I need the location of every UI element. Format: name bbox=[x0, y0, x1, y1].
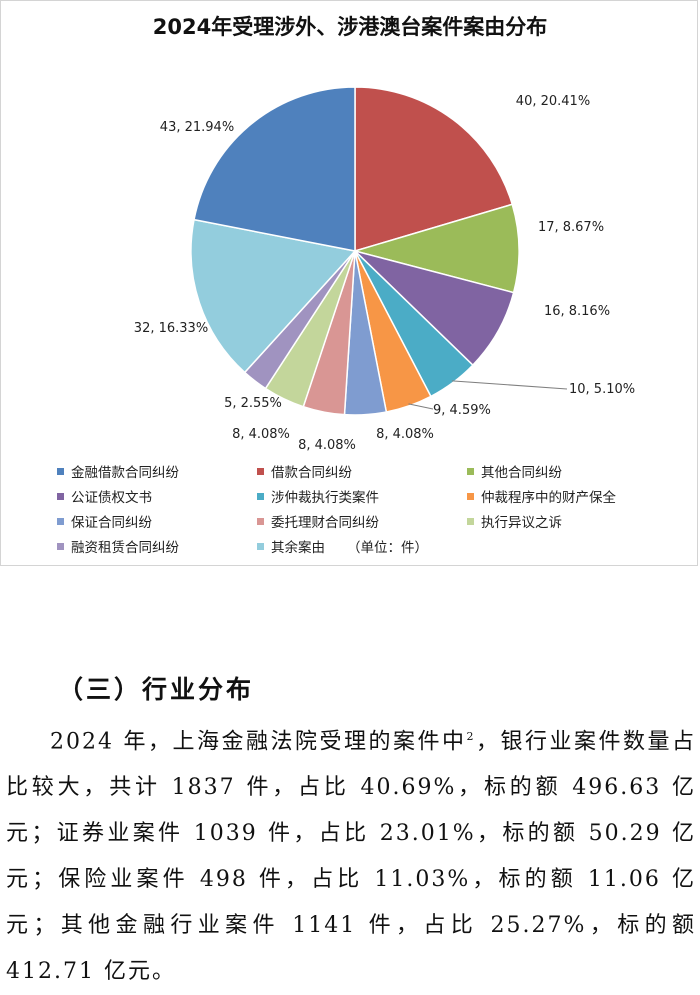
legend-swatch bbox=[467, 517, 474, 525]
legend-swatch bbox=[57, 517, 64, 525]
slice-data-label: 10, 5.10% bbox=[569, 382, 635, 397]
legend-item: 保证合同纠纷 bbox=[57, 511, 257, 531]
slice-data-label: 8, 4.08% bbox=[232, 427, 290, 442]
legend-label: 涉仲裁执行类案件 bbox=[271, 490, 379, 506]
paragraph-part-2: ，银行业案件数量占比较大，共计 1837 件，占比 40.69%，标的额 496… bbox=[6, 729, 696, 985]
legend-item: 借款合同纠纷 bbox=[257, 461, 467, 481]
slice-data-label: 16, 8.16% bbox=[544, 304, 610, 319]
pie-slice bbox=[354, 86, 514, 253]
slice-data-label: 9, 4.59% bbox=[433, 403, 491, 418]
legend-label: 公证债权文书 bbox=[71, 490, 152, 506]
leader-line bbox=[451, 380, 568, 390]
chart-legend: 金融借款合同纠纷 借款合同纠纷 其他合同纠纷公证债权文书 涉仲裁执行类案件 仲裁程序中的… bbox=[57, 461, 677, 556]
legend-item: 委托理财合同纠纷 bbox=[257, 511, 467, 531]
legend-label: 委托理财合同纠纷 bbox=[271, 515, 379, 531]
slice-data-label: 40, 20.41% bbox=[516, 94, 590, 109]
chart-panel: 2024年受理涉外、涉港澳台案件案由分布 40, 20.41% 17, 8.67%… bbox=[0, 0, 698, 566]
legend-swatch bbox=[257, 492, 264, 500]
pie-slice bbox=[190, 218, 357, 374]
slice-data-label: 17, 8.67% bbox=[538, 220, 604, 235]
legend-label: 仲裁程序中的财产保全 bbox=[481, 490, 616, 506]
paragraph-part-1: 2024 年，上海金融法院受理的案件中 bbox=[50, 729, 467, 755]
legend-swatch bbox=[467, 492, 474, 500]
legend-item: 其余案由 （单位：件） bbox=[257, 536, 467, 556]
pie-slice bbox=[352, 203, 520, 294]
legend-item: 仲裁程序中的财产保全 bbox=[467, 486, 677, 506]
legend-item: 融资租赁合同纠纷 bbox=[57, 536, 257, 556]
legend-label: 执行异议之诉 bbox=[481, 515, 562, 531]
pie-slice bbox=[193, 86, 356, 252]
slice-data-label: 8, 4.08% bbox=[298, 438, 356, 453]
legend-swatch bbox=[257, 542, 264, 550]
footnote-marker: 2 bbox=[466, 730, 476, 743]
legend-label: 金融借款合同纠纷 bbox=[71, 465, 179, 481]
pie-chart: 40, 20.41% 17, 8.67% 16, 8.16% 10, 5.10% 9, … bbox=[134, 86, 635, 453]
legend-label: 借款合同纠纷 bbox=[271, 465, 352, 481]
legend-label: 其他合同纠纷 bbox=[481, 465, 562, 481]
legend-item: 公证债权文书 bbox=[57, 486, 257, 506]
legend-label: 融资租赁合同纠纷 bbox=[71, 540, 179, 556]
leader-line bbox=[408, 403, 434, 410]
slice-data-label: 8, 4.08% bbox=[376, 427, 434, 442]
legend-item: 金融借款合同纠纷 bbox=[57, 461, 257, 481]
slice-data-label: 32, 16.33% bbox=[134, 321, 208, 336]
legend-swatch bbox=[57, 492, 64, 500]
legend-swatch bbox=[257, 467, 264, 475]
chart-title: 2024年受理涉外、涉港澳台案件案由分布 bbox=[152, 15, 548, 39]
slice-data-label: 43, 21.94% bbox=[160, 120, 234, 135]
legend-item: 涉仲裁执行类案件 bbox=[257, 486, 467, 506]
legend-label: 其余案由 bbox=[271, 540, 325, 556]
slice-data-label: 5, 2.55% bbox=[224, 396, 282, 411]
legend-label: 保证合同纠纷 bbox=[71, 515, 152, 531]
body-paragraph: 2024 年，上海金融法院受理的案件中2，银行业案件数量占比较大，共计 1837… bbox=[6, 714, 696, 995]
legend-item: 其他合同纠纷 bbox=[467, 461, 677, 481]
legend-swatch bbox=[467, 467, 474, 475]
legend-swatch bbox=[257, 517, 264, 525]
section-heading: （三）行业分布 bbox=[58, 675, 255, 704]
legend-item: 执行异议之诉 bbox=[467, 511, 677, 531]
legend-swatch bbox=[57, 467, 64, 475]
legend-unit-note: （单位：件） bbox=[347, 540, 428, 556]
legend-swatch bbox=[57, 542, 64, 550]
